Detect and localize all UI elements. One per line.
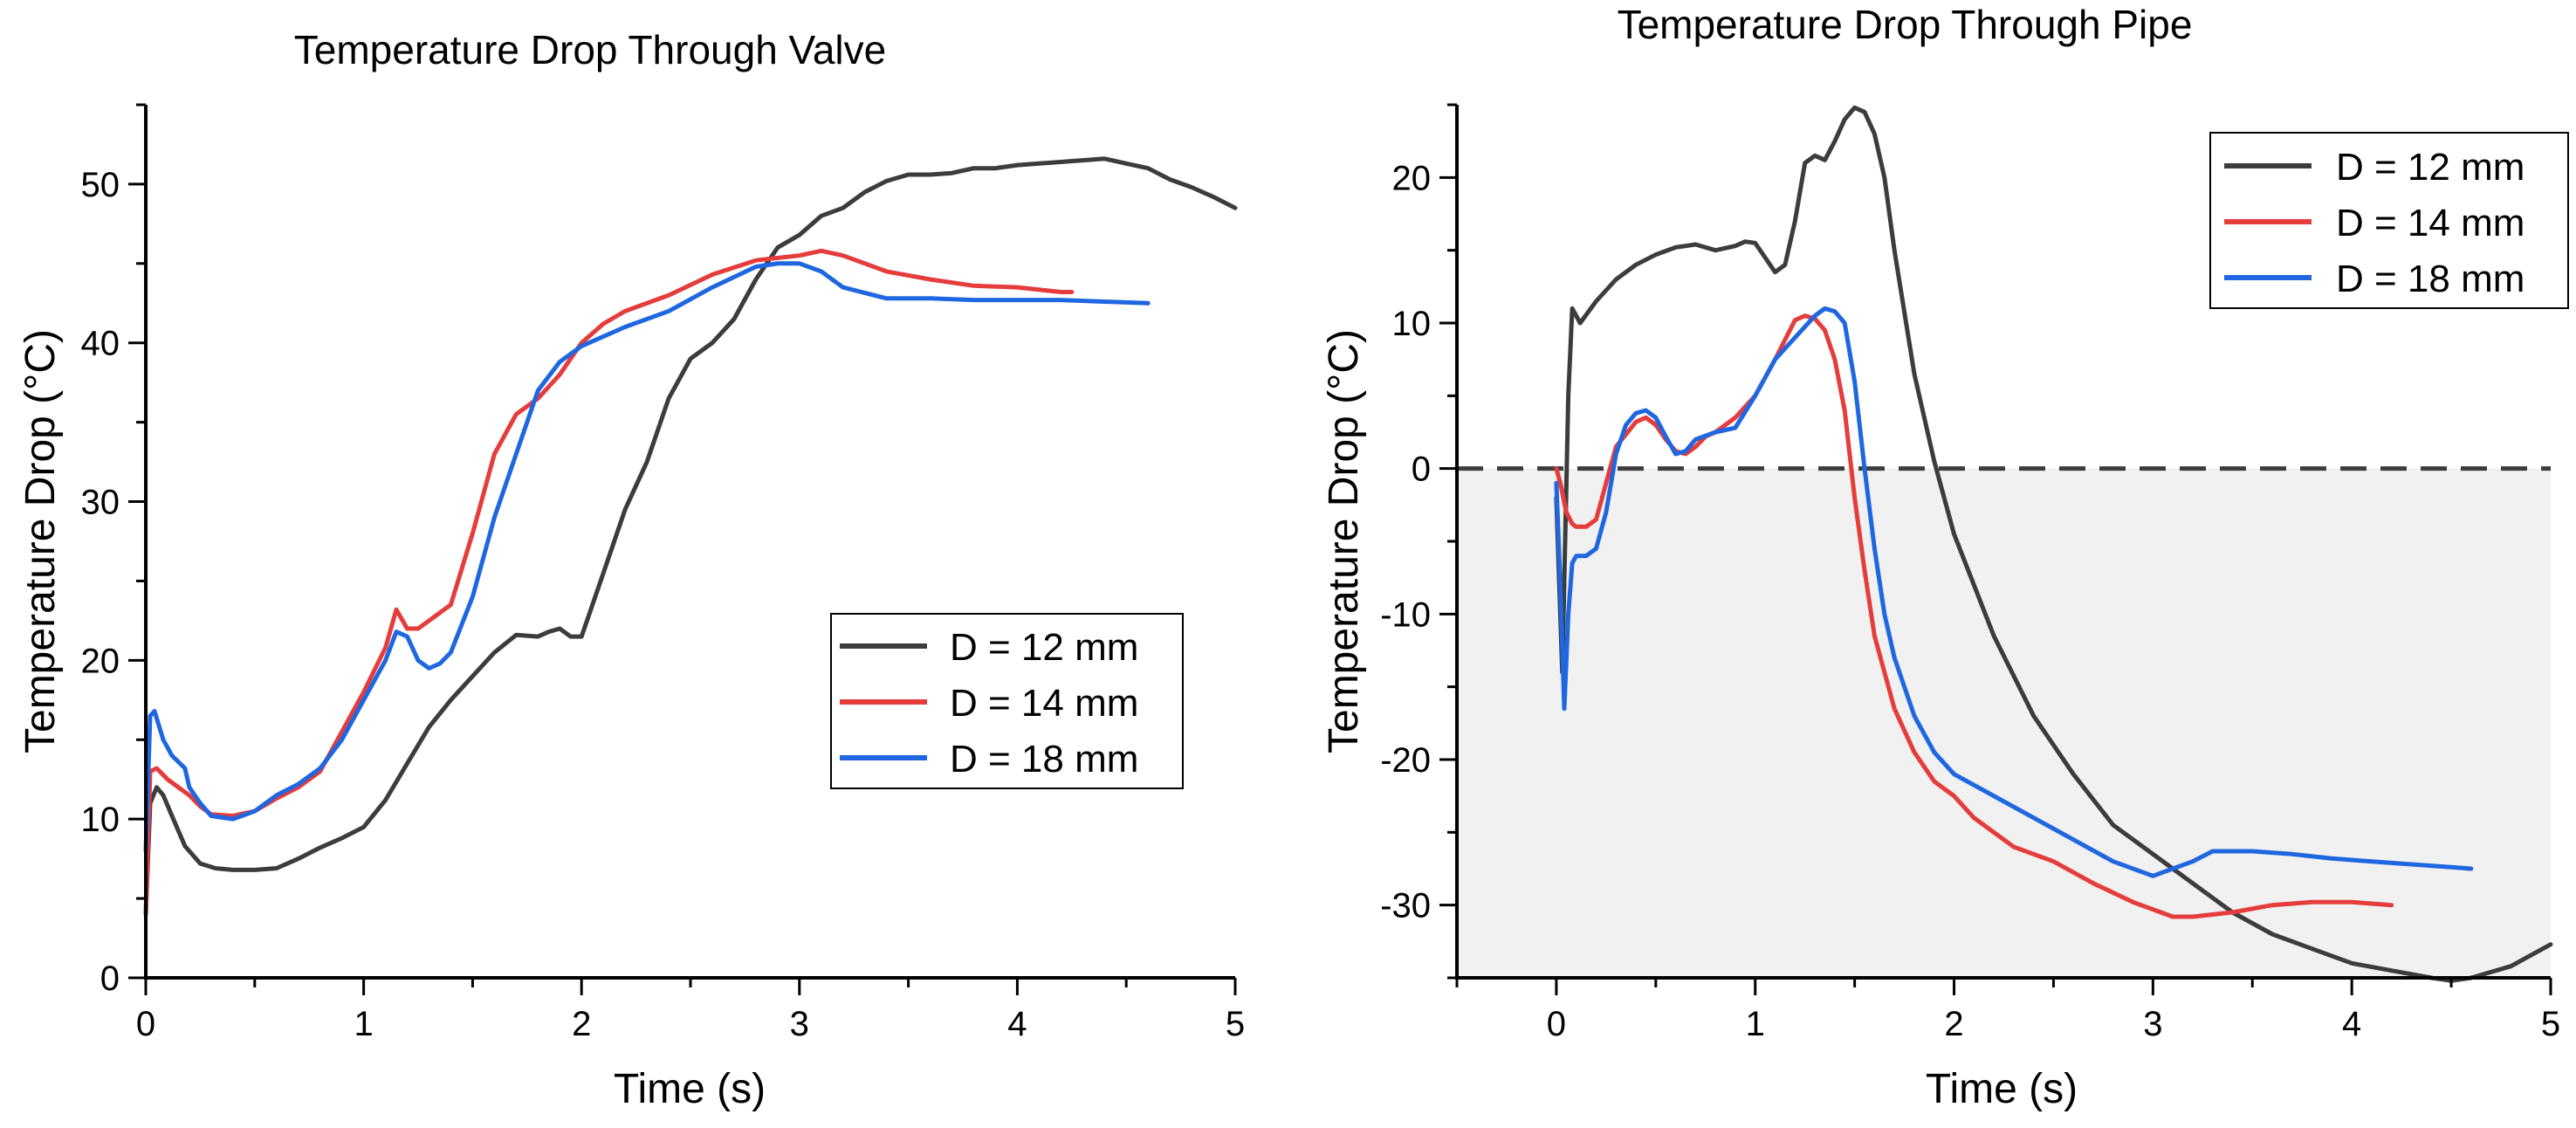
y-axis-label: Temperature Drop (°C): [1321, 329, 1367, 753]
x-tick-label: 3: [790, 1005, 809, 1043]
axis-ticks: 0 1 2 3 4 5 -30 -20 -10 0 10 20: [1380, 103, 2560, 1043]
chart-title: Temperature Drop Through Valve: [294, 27, 886, 72]
chart-title: Temperature Drop Through Pipe: [1618, 2, 2193, 47]
y-tick-label: 20: [81, 642, 120, 680]
x-tick-label: 4: [1007, 1005, 1027, 1043]
series-line-12mm: [1554, 105, 2553, 983]
x-axis-label: Time (s): [1926, 1066, 2078, 1112]
x-tick-label: 5: [2541, 1005, 2560, 1043]
series-line-14mm: [1554, 313, 2394, 919]
y-tick-label: 30: [81, 484, 120, 522]
legend-label-12mm: D = 12 mm: [2336, 146, 2524, 189]
plot-area: [143, 156, 1238, 917]
y-axis-label: Temperature Drop (°C): [17, 329, 64, 753]
x-tick-label: 1: [354, 1005, 373, 1043]
legend: D = 12 mm D = 14 mm D = 18 mm: [2209, 132, 2569, 309]
x-tick-label: 3: [2143, 1005, 2162, 1043]
x-tick-label: 4: [2342, 1005, 2361, 1043]
y-tick-label: 20: [1392, 159, 1432, 197]
legend: D = 12 mm D = 14 mm D = 18 mm: [830, 613, 1184, 789]
x-axis-label: Time (s): [614, 1066, 766, 1112]
legend-label-18mm: D = 18 mm: [2336, 258, 2524, 300]
legend-label-12mm: D = 12 mm: [950, 626, 1138, 669]
x-tick-label: 2: [572, 1005, 591, 1043]
x-tick-label: 5: [1226, 1005, 1245, 1043]
y-tick-label: 0: [100, 959, 120, 998]
legend-label-14mm: D = 14 mm: [2336, 202, 2524, 244]
x-tick-label: 1: [1746, 1005, 1765, 1043]
x-tick-label: 2: [1944, 1005, 1963, 1043]
y-tick-label: -30: [1380, 887, 1431, 925]
y-tick-label: 40: [81, 325, 120, 363]
x-tick-label: 0: [1547, 1005, 1566, 1043]
x-tick-label: 0: [136, 1005, 155, 1043]
chart-pipe: Temperature Drop Through Pipe 0 1 2 3 4 5 -30 -…: [1321, 2, 2569, 1112]
legend-label-14mm: D = 14 mm: [950, 682, 1138, 725]
y-tick-label: 10: [81, 801, 120, 839]
y-tick-label: 0: [1412, 451, 1431, 489]
series-line-12mm: [143, 156, 1238, 917]
series-line-18mm: [1554, 306, 2474, 878]
y-tick-label: 50: [81, 166, 120, 204]
series-line-14mm: [143, 248, 1075, 917]
negative-region-shading: [1457, 468, 2551, 978]
series-line-18mm: [143, 261, 1151, 853]
y-tick-label: 10: [1392, 305, 1432, 343]
y-tick-label: -20: [1380, 741, 1431, 780]
y-tick-label: -10: [1380, 595, 1431, 634]
chart-valve: Temperature Drop Through Valve 0 1 2 3 4 5010…: [17, 27, 1245, 1112]
legend-label-18mm: D = 18 mm: [950, 738, 1138, 781]
plot-area: [1554, 105, 2553, 983]
